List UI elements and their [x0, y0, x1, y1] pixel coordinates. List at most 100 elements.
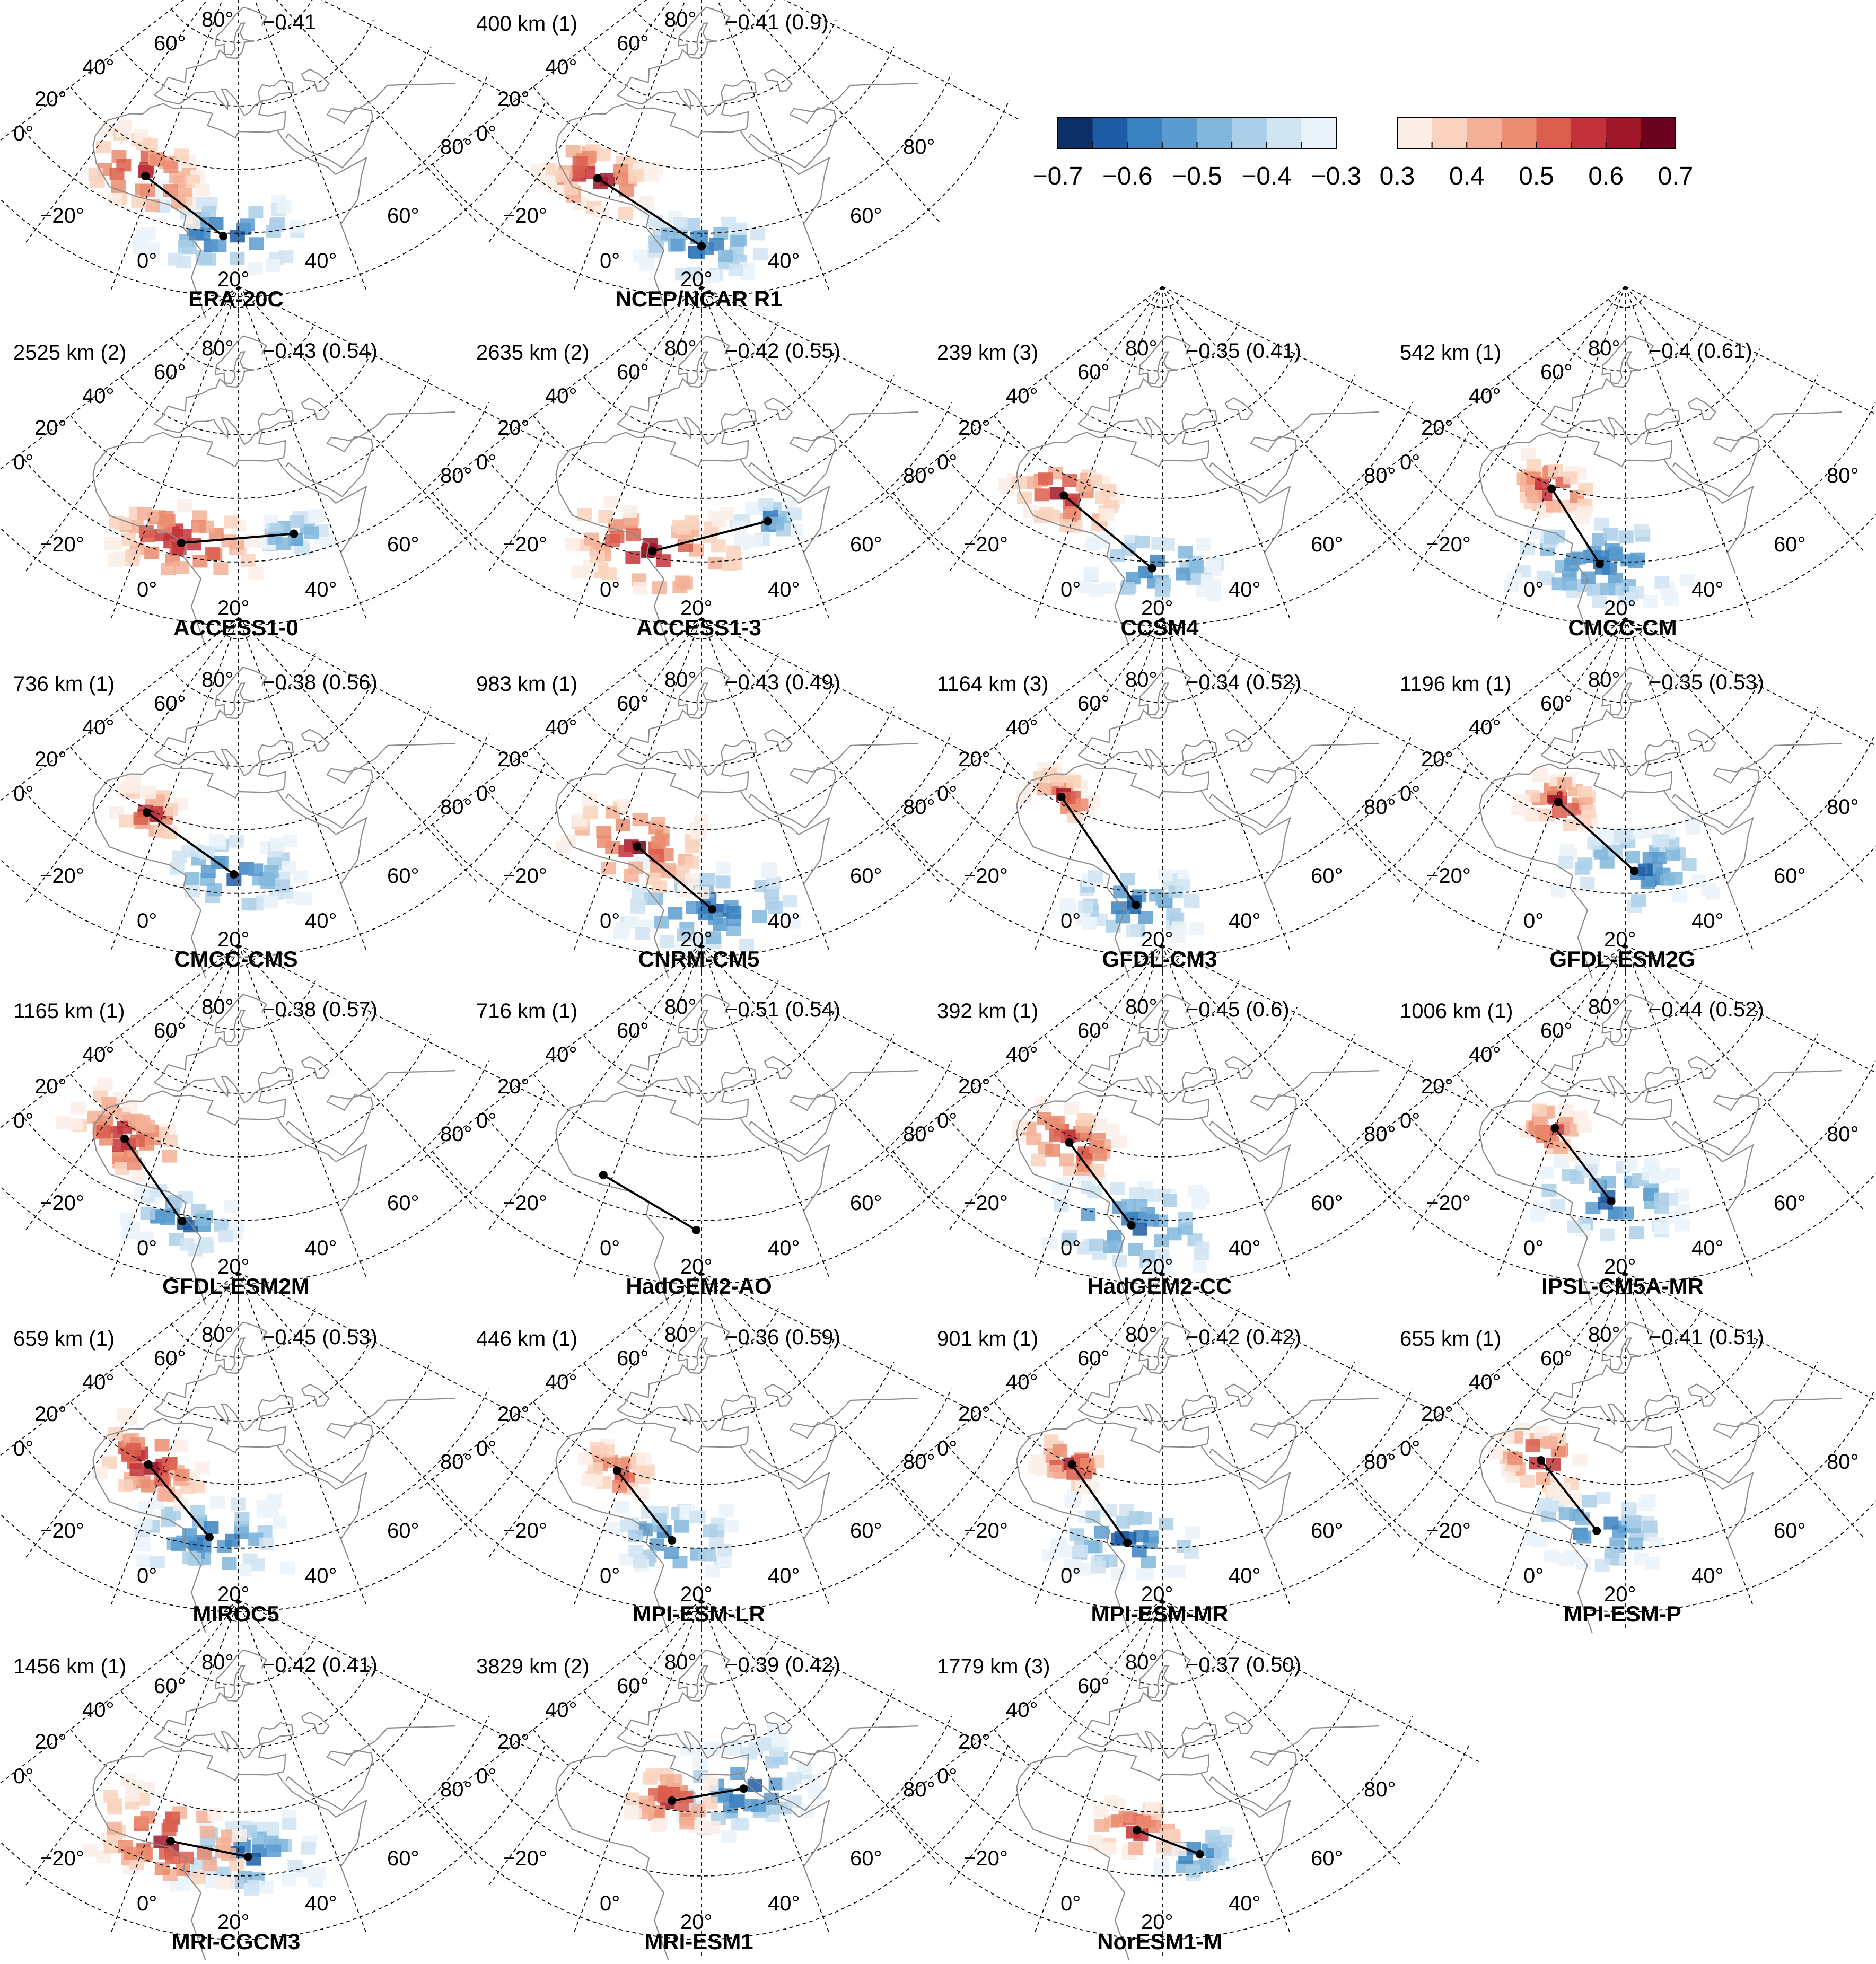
negative-centroid-marker: [1607, 1197, 1616, 1206]
map-panel: 80°60°40°20°0°−20°0°20°40°60°80°655 km (…: [1343, 1271, 1876, 1633]
positive-anomaly-patch: [92, 1408, 210, 1512]
lon-label-80: 80°: [440, 795, 472, 819]
negative-centroid-marker: [178, 1217, 187, 1226]
negative-centroid-marker: [708, 905, 717, 914]
centroid-connector: [170, 1840, 249, 1858]
map-panel: 80°60°40°20°0°−20°0°20°40°60°80°1165 km …: [0, 943, 556, 1305]
centroid-connector: [181, 532, 294, 545]
lon-label-40: 40°: [305, 1237, 337, 1260]
lat-label-60: 60°: [154, 1674, 186, 1698]
lon-label-80: 80°: [1827, 464, 1859, 487]
lat-label-20: 20°: [497, 1075, 530, 1098]
coastline: [555, 1649, 918, 1961]
lon-label-60: 60°: [387, 204, 419, 227]
map-panel: 80°60°40°20°0°−20°0°20°40°60°80°1779 km …: [880, 1599, 1479, 1961]
lon-label-40: 40°: [768, 909, 800, 933]
colorbar-tick-label: 0.6: [1588, 162, 1624, 190]
negative-centroid-marker: [1123, 1538, 1132, 1547]
coastline: [1479, 1321, 1842, 1633]
lat-label-60: 60°: [1077, 1674, 1110, 1698]
lon-label-20: 20°: [1141, 597, 1173, 620]
lat-label-60: 60°: [617, 32, 649, 55]
coastline: [555, 994, 918, 1305]
distance-label: 2525 km (2): [13, 341, 126, 364]
model-name-label: CMCC-CMS: [174, 946, 297, 971]
lon-label-40: 40°: [1691, 1564, 1724, 1588]
lat-label-0: 0°: [476, 782, 496, 805]
lon-label-40: 40°: [1229, 578, 1261, 601]
map-panel: 80°60°40°20°0°−20°0°20°40°60°80°3829 km …: [419, 1599, 1019, 1961]
lat-label-minus-20: −20°: [40, 1847, 84, 1870]
model-name-label: ACCESS1-3: [636, 615, 761, 640]
graticule: [419, 1271, 1019, 1628]
coastline: [1016, 1321, 1379, 1633]
lat-label-minus-20: −20°: [40, 533, 84, 556]
correlation-label: −0.37 (0.50): [1186, 1653, 1301, 1677]
lat-label-minus-20: −20°: [963, 1191, 1008, 1215]
centroid-connector: [1554, 1127, 1612, 1202]
negative-centroid-marker: [1127, 1221, 1136, 1230]
lat-label-60: 60°: [154, 1347, 186, 1370]
centroid-connector: [145, 175, 224, 237]
lat-label-80: 80°: [664, 1323, 697, 1346]
distance-label: 239 km (3): [937, 341, 1038, 364]
lat-label-0: 0°: [1400, 1437, 1420, 1460]
positive-centroid-marker: [143, 808, 152, 817]
negative-centroid-marker: [219, 232, 228, 241]
lon-label-80: 80°: [1827, 1123, 1859, 1146]
distance-label: 901 km (1): [937, 1327, 1038, 1351]
map-panel: 80°60°40°20°0°−20°0°20°40°60°80°2525 km …: [0, 285, 556, 647]
lat-label-80: 80°: [664, 337, 697, 360]
lon-label-80: 80°: [1364, 464, 1396, 487]
distance-label: 1006 km (1): [1400, 999, 1513, 1023]
colorbar-swatch: [1571, 118, 1607, 148]
map-panel: 80°60°40°20°0°−20°0°20°40°60°80°1006 km …: [1343, 943, 1876, 1305]
negative-anomaly-patch: [1530, 1152, 1690, 1241]
positive-anomaly-patch: [1519, 1103, 1592, 1163]
map-panel: 80°60°40°20°0°−20°0°20°40°60°80°1456 km …: [0, 1599, 556, 1961]
model-name-label: IPSL-CM5A-MR: [1541, 1274, 1704, 1299]
graticule: [1343, 943, 1876, 1300]
lon-label-40: 40°: [305, 909, 337, 933]
lon-label-80: 80°: [1827, 1450, 1859, 1474]
lon-label-40: 40°: [768, 578, 800, 601]
graticule: [880, 285, 1479, 642]
lat-label-60: 60°: [1077, 692, 1110, 715]
colorbar-swatch: [1127, 118, 1163, 148]
correlation-label: −0.41 (0.9): [725, 11, 829, 34]
lat-label-0: 0°: [13, 1109, 33, 1133]
positive-anomaly-patch: [88, 119, 210, 229]
negative-centroid-marker: [243, 1852, 252, 1861]
graticule: [419, 616, 1019, 973]
coastline: [92, 335, 455, 647]
lon-label-60: 60°: [1774, 864, 1806, 888]
lon-label-20: 20°: [1604, 1255, 1636, 1278]
lat-label-minus-20: −20°: [40, 1519, 84, 1542]
lat-label-60: 60°: [1540, 361, 1573, 384]
lon-label-80: 80°: [1364, 1778, 1396, 1801]
lon-label-40: 40°: [1691, 909, 1724, 933]
lat-label-0: 0°: [476, 122, 496, 145]
correlation-label: −0.39 (0.42): [725, 1653, 840, 1677]
lat-label-minus-20: −20°: [503, 204, 547, 227]
positive-centroid-marker: [1059, 491, 1068, 500]
coastline: [92, 1321, 455, 1633]
correlation-label: −0.44 (0.52): [1649, 998, 1764, 1021]
lon-label-60: 60°: [387, 1191, 419, 1215]
positive-anomaly-patch: [1511, 767, 1598, 832]
lat-label-minus-20: −20°: [503, 864, 547, 888]
positive-centroid-marker: [1554, 797, 1563, 806]
lon-label-40: 40°: [305, 1564, 337, 1588]
distance-label: 736 km (1): [13, 672, 115, 696]
positive-centroid-marker: [1065, 1138, 1074, 1147]
correlation-label: −0.42 (0.41): [262, 1653, 378, 1677]
distance-label: 655 km (1): [1400, 1327, 1501, 1351]
lon-label-20: 20°: [680, 928, 713, 951]
colorbar-swatch: [1397, 118, 1433, 148]
coastline: [92, 6, 455, 318]
colorbar-tick-label: 0.5: [1519, 162, 1554, 190]
lon-label-60: 60°: [850, 864, 882, 888]
graticule: [880, 616, 1479, 973]
lat-label-20: 20°: [497, 748, 530, 771]
map-panel: 80°60°40°20°0°−20°0°20°40°60°80°736 km (…: [0, 616, 556, 978]
